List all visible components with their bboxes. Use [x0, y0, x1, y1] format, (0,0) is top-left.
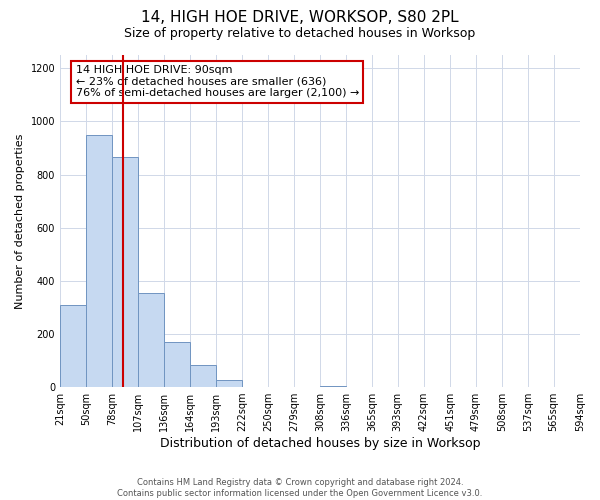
Bar [320, 386, 346, 387]
Bar [112, 158, 138, 387]
Bar [138, 293, 164, 387]
Text: 14 HIGH HOE DRIVE: 90sqm
← 23% of detached houses are smaller (636)
76% of semi-: 14 HIGH HOE DRIVE: 90sqm ← 23% of detach… [76, 65, 359, 98]
Bar [216, 380, 242, 387]
Text: Size of property relative to detached houses in Worksop: Size of property relative to detached ho… [124, 28, 476, 40]
Y-axis label: Number of detached properties: Number of detached properties [15, 134, 25, 308]
Text: 14, HIGH HOE DRIVE, WORKSOP, S80 2PL: 14, HIGH HOE DRIVE, WORKSOP, S80 2PL [141, 10, 459, 25]
Bar [86, 134, 112, 387]
X-axis label: Distribution of detached houses by size in Worksop: Distribution of detached houses by size … [160, 437, 480, 450]
Text: Contains HM Land Registry data © Crown copyright and database right 2024.
Contai: Contains HM Land Registry data © Crown c… [118, 478, 482, 498]
Bar [60, 304, 86, 387]
Bar [190, 364, 216, 387]
Bar [164, 342, 190, 387]
